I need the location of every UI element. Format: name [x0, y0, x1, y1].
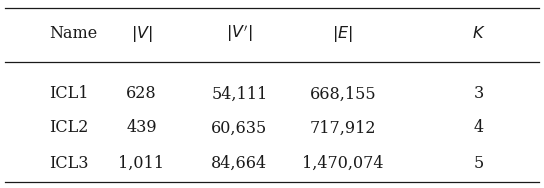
- Text: $|E|$: $|E|$: [332, 24, 353, 44]
- Text: 5: 5: [474, 155, 484, 172]
- Text: 1,011: 1,011: [119, 155, 164, 172]
- Text: 54,111: 54,111: [211, 86, 268, 102]
- Text: 717,912: 717,912: [310, 119, 376, 136]
- Text: ICL1: ICL1: [49, 86, 89, 102]
- Text: 3: 3: [474, 86, 484, 102]
- Text: 60,635: 60,635: [211, 119, 268, 136]
- Text: 1,470,074: 1,470,074: [302, 155, 384, 172]
- Text: 84,664: 84,664: [211, 155, 268, 172]
- Text: $|V|$: $|V|$: [131, 24, 152, 44]
- Text: $K$: $K$: [472, 25, 485, 42]
- Text: $|V'|$: $|V'|$: [226, 23, 252, 45]
- Text: ICL2: ICL2: [49, 119, 88, 136]
- Text: ICL3: ICL3: [49, 155, 89, 172]
- Text: 628: 628: [126, 86, 157, 102]
- Text: 668,155: 668,155: [310, 86, 376, 102]
- Text: 439: 439: [126, 119, 157, 136]
- Text: 4: 4: [474, 119, 484, 136]
- Text: Name: Name: [49, 25, 97, 42]
